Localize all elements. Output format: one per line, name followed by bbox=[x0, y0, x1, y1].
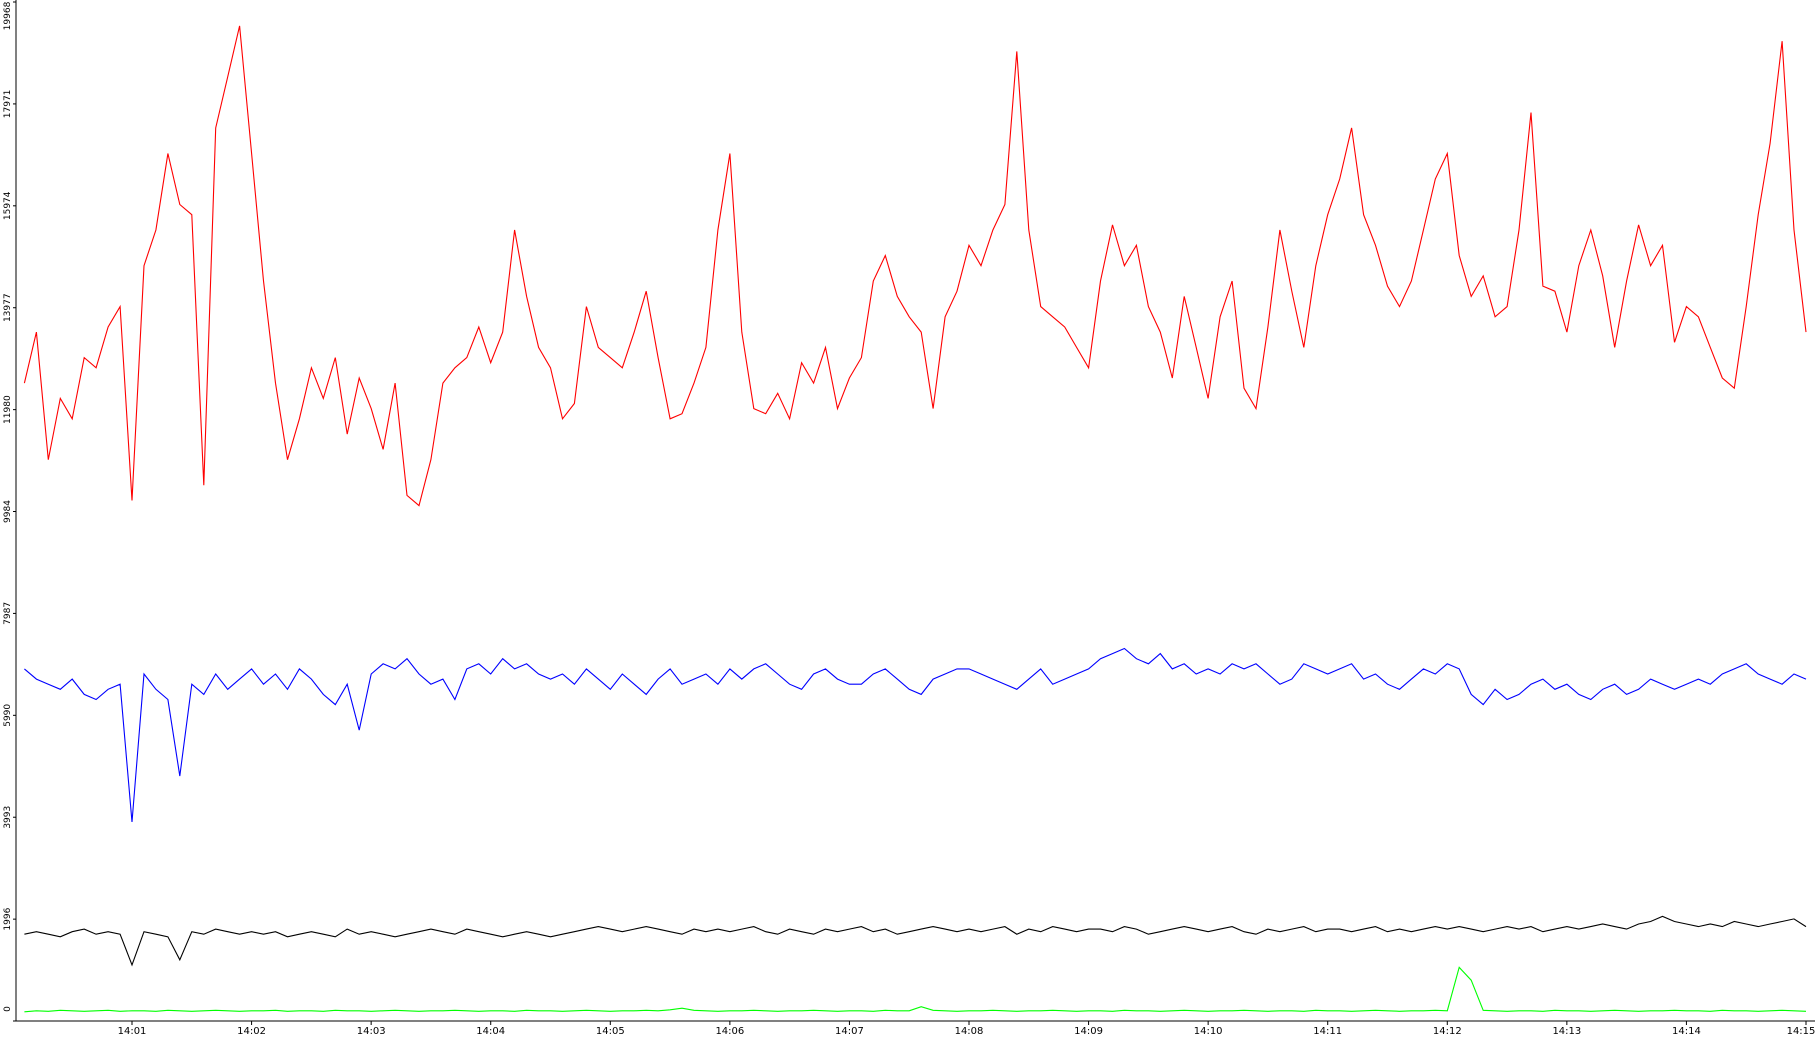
y-tick-label: 7987 bbox=[3, 602, 13, 625]
y-tick-label: 5990 bbox=[3, 704, 13, 727]
x-tick-label: 14:10 bbox=[1194, 1026, 1223, 1037]
x-tick-label: 14:14 bbox=[1672, 1026, 1701, 1037]
y-tick-label: 3993 bbox=[3, 806, 13, 829]
y-tick-label: 17971 bbox=[3, 90, 13, 119]
series-line bbox=[24, 647, 1807, 823]
x-tick-label: 14:01 bbox=[118, 1026, 147, 1037]
series-line bbox=[24, 915, 1807, 967]
y-tick-label: 19968 bbox=[3, 1, 13, 30]
x-tick-label: 14:15 bbox=[1787, 1026, 1815, 1037]
x-tick-label: 14:07 bbox=[835, 1026, 864, 1037]
x-tick-label: 14:05 bbox=[596, 1026, 625, 1037]
x-tick-label: 14:09 bbox=[1074, 1026, 1103, 1037]
x-tick-label: 14:12 bbox=[1433, 1026, 1462, 1037]
x-tick-label: 14:02 bbox=[237, 1026, 266, 1037]
x-tick-label: 14:08 bbox=[955, 1026, 984, 1037]
y-tick-label: 15974 bbox=[3, 191, 13, 220]
x-tick-label: 14:11 bbox=[1313, 1026, 1342, 1037]
x-tick-label: 14:03 bbox=[357, 1026, 386, 1037]
x-tick-label: 14:06 bbox=[715, 1026, 744, 1037]
y-tick-label: 1996 bbox=[3, 907, 13, 930]
x-tick-label: 14:04 bbox=[476, 1026, 505, 1037]
x-tick-label: 14:13 bbox=[1552, 1026, 1581, 1037]
y-tick-label: 11980 bbox=[3, 395, 13, 424]
y-tick-label: 0 bbox=[3, 1006, 13, 1012]
series-line bbox=[23, 25, 1807, 507]
y-tick-label: 13977 bbox=[3, 293, 13, 322]
series-line bbox=[24, 966, 1807, 1013]
y-tick-label: 9984 bbox=[3, 500, 13, 523]
